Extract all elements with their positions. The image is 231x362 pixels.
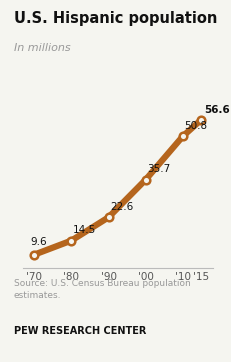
Text: Source: U.S. Census Bureau population
estimates.: Source: U.S. Census Bureau population es… — [14, 279, 191, 299]
Text: 35.7: 35.7 — [148, 164, 171, 174]
Text: 22.6: 22.6 — [110, 202, 134, 211]
Text: 14.5: 14.5 — [73, 225, 97, 235]
Text: 56.6: 56.6 — [204, 105, 230, 115]
Text: 9.6: 9.6 — [30, 237, 47, 248]
Text: U.S. Hispanic population: U.S. Hispanic population — [14, 11, 217, 26]
Text: PEW RESEARCH CENTER: PEW RESEARCH CENTER — [14, 326, 146, 336]
Text: 50.8: 50.8 — [185, 121, 208, 131]
Text: In millions: In millions — [14, 43, 70, 54]
